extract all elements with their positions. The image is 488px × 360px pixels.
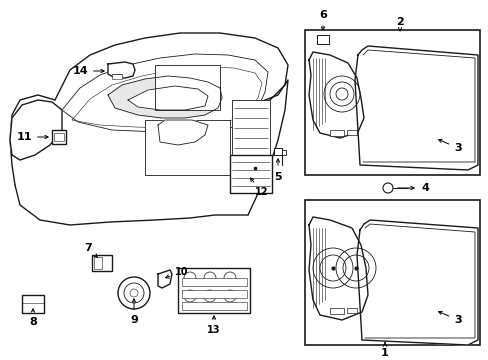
Bar [145, 120, 229, 175]
Polygon shape [158, 120, 207, 145]
Bar [178, 268, 249, 313]
Bar [182, 278, 246, 286]
Polygon shape [108, 76, 222, 118]
Bar [54, 133, 64, 141]
Text: 14: 14 [72, 66, 104, 76]
Bar [182, 302, 246, 310]
Text: 5: 5 [274, 172, 281, 182]
Text: 10: 10 [165, 267, 188, 278]
Polygon shape [10, 100, 62, 160]
Bar [155, 65, 220, 110]
Text: 9: 9 [130, 299, 138, 325]
Bar [94, 257, 102, 269]
Bar [329, 130, 343, 136]
Bar [112, 74, 122, 79]
Bar [52, 130, 66, 144]
Bar [278, 150, 285, 155]
Bar [329, 308, 343, 314]
Polygon shape [356, 220, 477, 345]
Text: 4: 4 [421, 183, 429, 193]
Bar [92, 255, 112, 271]
Polygon shape [128, 86, 207, 110]
Polygon shape [308, 52, 363, 138]
Polygon shape [108, 62, 135, 78]
Text: 8: 8 [29, 309, 37, 327]
Bar [182, 290, 246, 298]
Bar [22, 295, 44, 313]
Bar [231, 100, 269, 165]
Polygon shape [354, 46, 477, 170]
Polygon shape [308, 217, 367, 320]
Text: 6: 6 [318, 10, 326, 20]
Bar [229, 155, 271, 193]
Text: 3: 3 [438, 139, 461, 153]
Text: 11: 11 [17, 132, 48, 142]
Bar [346, 308, 356, 313]
Text: 3: 3 [438, 311, 461, 325]
Text: 7: 7 [84, 243, 97, 257]
Text: 12: 12 [250, 178, 268, 197]
Text: 13: 13 [207, 316, 220, 335]
Polygon shape [158, 270, 172, 288]
Bar [346, 130, 356, 135]
Bar [305, 30, 479, 175]
Text: 1: 1 [380, 342, 388, 358]
Bar [316, 35, 328, 44]
Text: 2: 2 [395, 17, 403, 31]
Bar [305, 200, 479, 345]
Bar [273, 148, 282, 155]
